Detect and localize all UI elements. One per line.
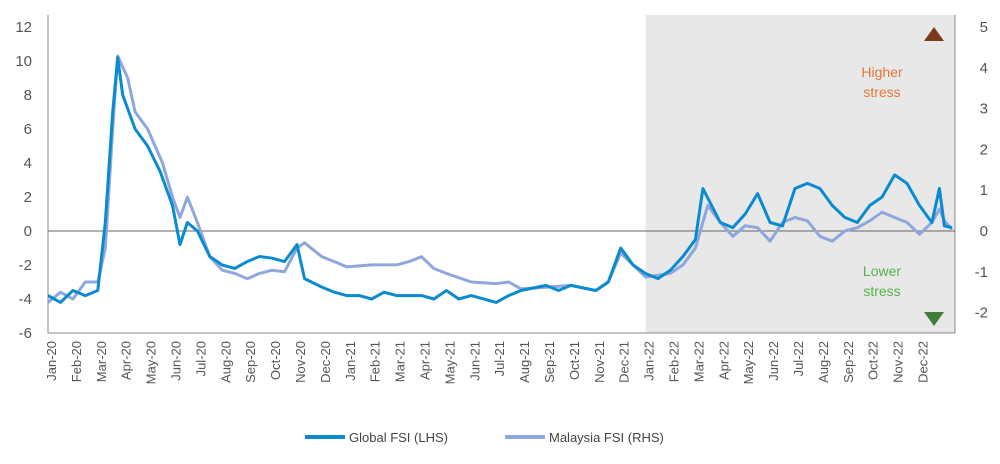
left-tick-label: 10	[15, 53, 32, 70]
right-tick-label: 4	[980, 60, 988, 77]
x-tick-label: Feb-21	[368, 341, 383, 382]
x-tick-label: Jan-22	[642, 341, 657, 381]
left-tick-label: 6	[24, 121, 32, 138]
down-arrowhead-icon	[924, 312, 944, 326]
x-tick-label: Aug-22	[816, 341, 831, 383]
x-tick-label: Jan-21	[343, 341, 358, 381]
right-tick-label: -1	[975, 264, 988, 281]
x-tick-label: Feb-20	[69, 341, 84, 382]
x-tick-label: May-21	[442, 341, 457, 384]
x-tick-label: Jun-22	[766, 341, 781, 381]
x-tick-label: Nov-21	[592, 341, 607, 383]
global-fsi-line	[47, 56, 953, 304]
x-tick-label: Feb-22	[667, 341, 682, 382]
x-tick-label: Jul-22	[791, 341, 806, 376]
x-tick-label: Jan-20	[44, 341, 59, 381]
x-tick-label: May-22	[741, 341, 756, 384]
legend: Global FSI (LHS) Malaysia FSI (RHS)	[305, 430, 664, 445]
x-tick-label: Sep-21	[542, 341, 557, 383]
left-tick-label: 8	[24, 87, 32, 104]
higher-stress-annotation: Higher stress	[861, 27, 944, 160]
higher-stress-label-2: stress	[863, 84, 900, 100]
left-tick-label: 12	[15, 19, 32, 36]
x-tick-label: Aug-21	[517, 341, 532, 383]
left-tick-label: 4	[24, 155, 32, 172]
x-tick-label: Apr-21	[418, 341, 433, 380]
right-tick-label: 5	[980, 19, 988, 36]
right-tick-label: 0	[980, 223, 988, 240]
up-arrowhead-icon	[924, 27, 944, 41]
lower-stress-annotation: Lower stress	[863, 262, 944, 326]
left-tick-label: -4	[19, 291, 32, 308]
x-tick-label: Nov-20	[293, 341, 308, 383]
x-tick-label: Jul-20	[193, 341, 208, 376]
shaded-period	[645, 15, 955, 333]
x-tick-label: Mar-20	[94, 341, 109, 382]
higher-stress-label-1: Higher	[861, 64, 903, 80]
x-tick-label: Dec-21	[617, 341, 632, 383]
lower-stress-label-2: stress	[863, 283, 900, 299]
right-tick-label: 3	[980, 101, 988, 118]
right-tick-label: -2	[975, 305, 988, 322]
right-tick-label: 2	[980, 141, 988, 158]
x-tick-label: Dec-22	[916, 341, 931, 383]
left-tick-label: 0	[24, 223, 32, 240]
x-tick-label: Oct-21	[567, 341, 582, 380]
left-tick-label: 2	[24, 189, 32, 206]
lower-stress-label-1: Lower	[863, 263, 901, 279]
x-tick-label: Mar-22	[691, 341, 706, 382]
x-tick-label: Sep-22	[841, 341, 856, 383]
x-tick-label: Aug-20	[218, 341, 233, 383]
x-tick-label: Jul-21	[492, 341, 507, 376]
x-tick-label: Jun-21	[467, 341, 482, 381]
x-tick-label: Sep-20	[243, 341, 258, 383]
x-tick-label: Dec-20	[318, 341, 333, 383]
x-tick-label: Apr-20	[119, 341, 134, 380]
x-tick-label: Oct-20	[268, 341, 283, 380]
x-tick-label: Jun-20	[169, 341, 184, 381]
left-tick-label: -2	[19, 257, 32, 274]
x-tick-label: May-20	[144, 341, 159, 384]
right-tick-label: 1	[980, 182, 988, 199]
x-tick-label: Oct-22	[866, 341, 881, 380]
x-tick-label: Nov-22	[891, 341, 906, 383]
legend-label: Malaysia FSI (RHS)	[549, 430, 664, 445]
left-tick-label: -6	[19, 325, 32, 342]
x-tick-label: Mar-21	[393, 341, 408, 382]
malaysia-fsi-line	[47, 54, 954, 304]
x-tick-label: Apr-22	[716, 341, 731, 380]
legend-label: Global FSI (LHS)	[349, 430, 448, 445]
